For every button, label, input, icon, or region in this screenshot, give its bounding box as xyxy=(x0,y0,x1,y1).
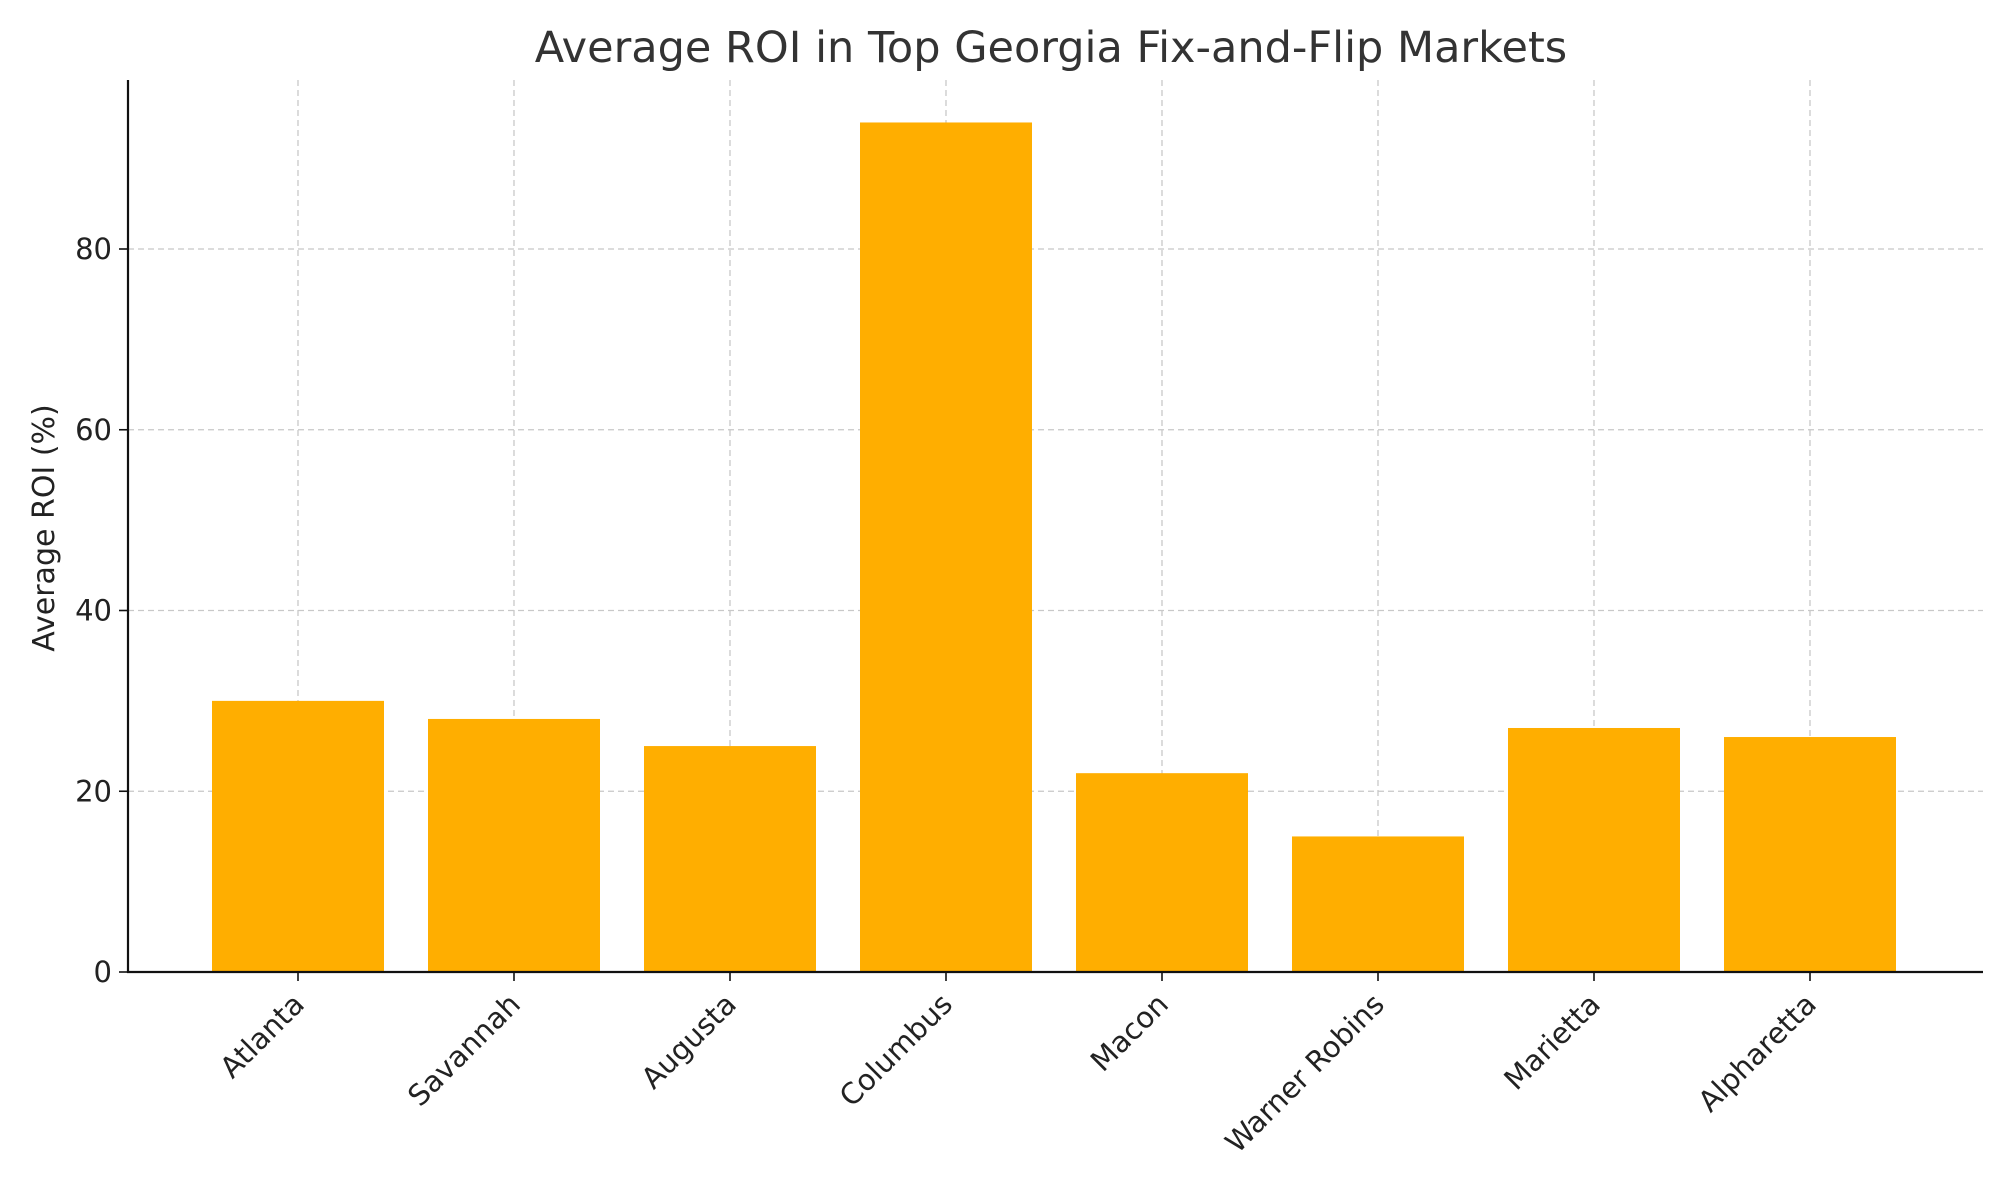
chart-title: Average ROI in Top Georgia Fix-and-Flip … xyxy=(535,23,1567,73)
x-tick-label: Augusta xyxy=(635,987,743,1095)
x-tick-label: Alpharetta xyxy=(1691,987,1823,1119)
y-tick-label: 0 xyxy=(94,955,112,989)
bars-layer xyxy=(212,122,1896,972)
x-tick-label: Columbus xyxy=(833,987,959,1113)
x-tick-label: Savannah xyxy=(401,987,527,1113)
bar xyxy=(1508,727,1680,972)
x-tick-label: Macon xyxy=(1084,987,1175,1078)
y-axis-label: Average ROI (%) xyxy=(27,404,62,652)
grid-layer xyxy=(128,80,1983,972)
y-tick-label: 80 xyxy=(75,232,112,266)
bar xyxy=(1076,773,1248,972)
bar xyxy=(860,122,1032,972)
bar xyxy=(1724,737,1896,972)
x-tick-label: Warner Robins xyxy=(1218,987,1390,1159)
y-tick-label: 20 xyxy=(75,774,112,808)
y-ticks-layer: 0 20 40 60 80 xyxy=(75,232,128,989)
x-ticks-layer: Atlanta Savannah Augusta Columbus Macon Warne… xyxy=(213,972,1823,1159)
bar xyxy=(428,718,600,972)
bar xyxy=(212,700,384,972)
bar xyxy=(644,746,816,972)
y-tick-label: 40 xyxy=(75,594,112,628)
x-tick-label: Atlanta xyxy=(213,987,311,1085)
bar xyxy=(1292,836,1464,972)
axes-layer xyxy=(126,80,1983,974)
y-tick-label: 60 xyxy=(75,413,112,447)
x-tick-label: Marietta xyxy=(1497,987,1607,1097)
